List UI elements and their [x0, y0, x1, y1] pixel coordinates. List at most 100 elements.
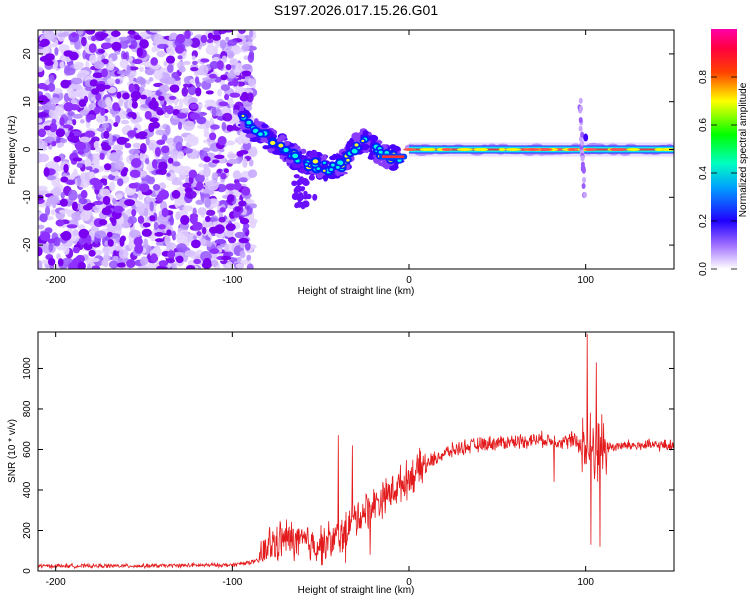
noise-blob-strong — [110, 217, 116, 224]
noise-blob — [111, 197, 117, 205]
noise-blob-strong — [61, 230, 72, 241]
noise-blob-strong — [78, 228, 90, 239]
noise-blob — [211, 106, 217, 118]
noise-blob-strong — [116, 136, 128, 145]
noise-blob-strong — [171, 189, 181, 199]
noise-blob-strong — [99, 152, 105, 160]
noise-blob-strong — [139, 39, 149, 49]
noise-blob — [109, 152, 121, 163]
noise-blob-strong — [161, 207, 169, 218]
noise-blob — [157, 38, 169, 45]
noise-blob — [182, 205, 194, 212]
noise-blob — [246, 263, 254, 269]
noise-blob-strong — [133, 34, 142, 40]
noise-blob-strong — [165, 55, 176, 64]
snr-xtick-label: -200 — [46, 577, 66, 588]
noise-blob — [247, 53, 255, 63]
noise-blob — [207, 179, 219, 191]
noise-blob-strong — [225, 223, 236, 231]
noise-blob-strong — [213, 30, 219, 35]
noise-blob — [139, 170, 147, 177]
noise-blob-strong — [149, 117, 159, 123]
scatter-core — [323, 161, 326, 165]
noise-blob-strong — [220, 172, 227, 180]
noise-blob — [195, 173, 205, 184]
noise-blob-strong — [82, 204, 93, 211]
noise-blob — [143, 238, 149, 250]
carrier-hot-spot — [505, 148, 522, 151]
carrier-hot-spot — [609, 148, 620, 151]
noise-blob — [155, 129, 167, 136]
noise-blob-strong — [203, 156, 211, 163]
noise-blob — [249, 220, 257, 229]
noise-blob — [234, 231, 246, 239]
noise-blob — [46, 175, 57, 181]
scatter-blob — [389, 144, 397, 150]
spectrogram-image — [38, 30, 674, 269]
noise-blob — [178, 98, 184, 109]
noise-blob — [87, 257, 100, 263]
spectrogram-xlabel: Height of straight line (km) — [298, 286, 415, 297]
spur-blob — [582, 176, 587, 183]
scatter-tail-blob — [300, 186, 306, 191]
noise-blob — [157, 215, 169, 224]
noise-blob — [114, 245, 122, 252]
spur-blob — [583, 191, 588, 198]
noise-blob — [106, 77, 115, 85]
noise-blob-strong — [175, 255, 184, 264]
noise-blob — [198, 163, 205, 168]
noise-blob-strong — [43, 167, 50, 177]
noise-blob — [48, 74, 55, 84]
noise-blob-strong — [104, 209, 112, 215]
scatter-core — [312, 159, 319, 164]
scatter-blob — [279, 155, 284, 160]
noise-blob — [139, 66, 144, 73]
noise-blob — [73, 61, 84, 71]
noise-blob — [60, 191, 65, 199]
noise-blob-strong — [93, 181, 103, 190]
noise-blob — [166, 258, 176, 264]
noise-blob-strong — [185, 264, 196, 269]
noise-blob — [89, 54, 97, 64]
noise-blob — [190, 67, 199, 72]
noise-blob — [38, 66, 44, 73]
noise-blob — [216, 108, 221, 115]
carrier-hot-spot — [654, 148, 664, 151]
noise-blob-strong — [174, 44, 185, 54]
noise-blob-strong — [124, 142, 132, 149]
noise-blob — [38, 106, 45, 111]
spectrogram-xtick-label: 100 — [577, 275, 594, 286]
noise-blob — [51, 103, 56, 111]
noise-blob — [63, 67, 76, 76]
noise-blob-strong — [184, 187, 193, 193]
noise-blob-strong — [158, 189, 170, 200]
noise-blob — [211, 172, 219, 182]
noise-blob-strong — [72, 246, 80, 254]
scatter-blob — [351, 132, 361, 140]
noise-blob — [226, 261, 233, 269]
snr-xtick-label: -100 — [222, 577, 242, 588]
noise-blob-strong — [158, 224, 166, 230]
noise-blob — [103, 253, 109, 263]
noise-blob — [38, 153, 49, 163]
noise-blob — [248, 30, 254, 38]
noise-blob — [96, 115, 106, 124]
noise-blob — [246, 254, 252, 261]
noise-blob — [99, 188, 111, 198]
noise-blob-strong — [150, 253, 158, 263]
noise-blob — [38, 185, 48, 191]
noise-blob — [225, 63, 232, 71]
noise-blob — [189, 37, 201, 49]
scatter-blob — [349, 137, 354, 146]
carrier-hot-spot — [660, 148, 672, 151]
noise-blob-strong — [219, 207, 226, 213]
noise-blob — [179, 230, 189, 237]
noise-blob-strong — [47, 238, 56, 244]
noise-blob-strong — [66, 224, 78, 229]
noise-blob-strong — [102, 195, 111, 205]
noise-blob-strong — [95, 92, 102, 102]
noise-blob-strong — [91, 265, 101, 269]
noise-blob — [172, 161, 181, 167]
